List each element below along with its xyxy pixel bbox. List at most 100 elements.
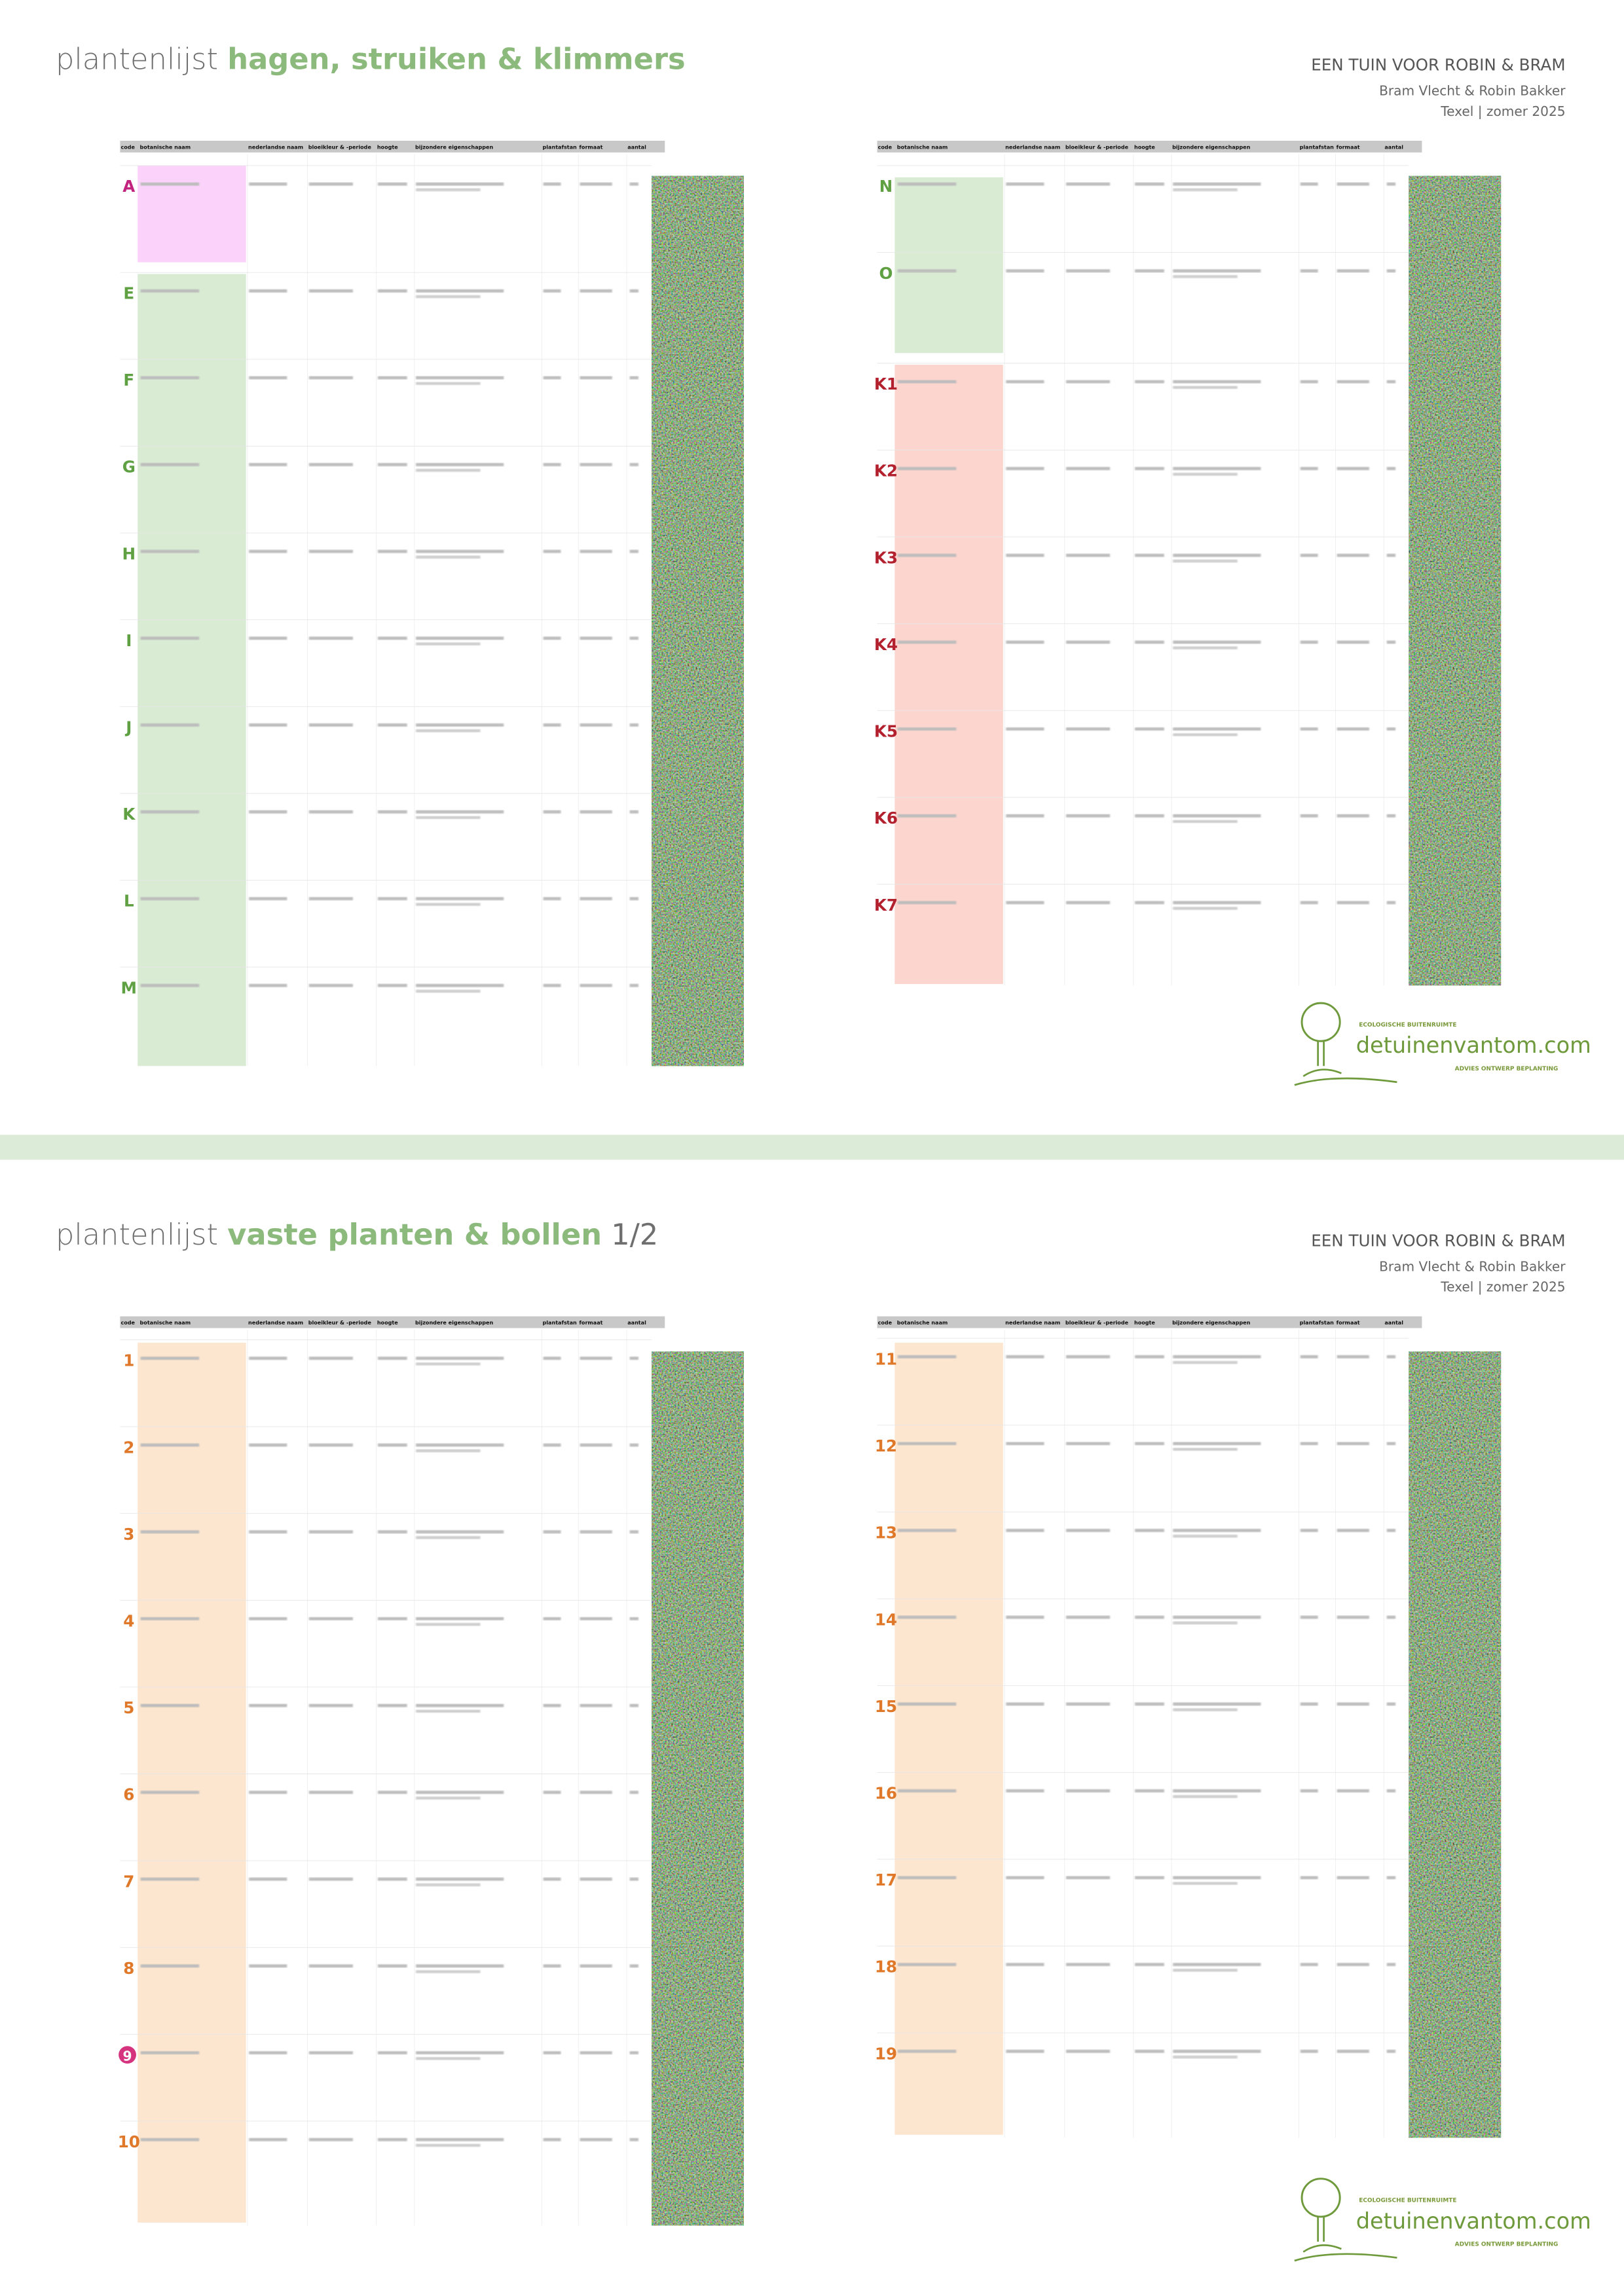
blurred-cell-text xyxy=(140,1530,200,1534)
blurred-cell-text xyxy=(543,1616,561,1620)
blurred-cell-text xyxy=(377,1791,407,1795)
blurred-cell-text xyxy=(1135,1529,1164,1533)
blurred-cell-text xyxy=(416,989,481,993)
blurred-cell-text xyxy=(1337,553,1369,557)
blurred-cell-text xyxy=(140,983,200,987)
blurred-cell-text xyxy=(140,810,200,814)
blurred-cell-text xyxy=(1065,1615,1111,1619)
blurred-cell-text xyxy=(249,2051,287,2054)
blurred-cell-text xyxy=(1337,1789,1369,1793)
blurred-cell-text xyxy=(1337,640,1369,644)
blurred-cell-text xyxy=(416,1616,504,1620)
plant-code: 18 xyxy=(875,1958,897,1977)
plant-code: 15 xyxy=(875,1697,897,1716)
blurred-cell-text xyxy=(1065,1355,1111,1358)
blurred-cell-text xyxy=(1337,1529,1369,1533)
plant-code: G xyxy=(122,458,136,477)
column-header: botanische naam xyxy=(897,144,948,150)
logo-name: detuinenvantom.com xyxy=(1356,1032,1591,1058)
header-line: Texel | zomer 2025 xyxy=(1440,103,1565,119)
blurred-cell-text xyxy=(1337,1442,1369,1446)
blurred-cell-text xyxy=(1300,1442,1318,1446)
blurred-cell-text xyxy=(377,810,407,814)
plant-code: 6 xyxy=(123,1785,134,1804)
blurred-cell-text xyxy=(1006,269,1044,273)
plant-code: 12 xyxy=(875,1436,897,1455)
blurred-cell-text xyxy=(1065,1529,1111,1533)
blurred-cell-text xyxy=(1006,814,1044,818)
blurred-cell-text xyxy=(249,182,287,186)
blurred-cell-text xyxy=(377,2138,407,2141)
blurred-cell-text xyxy=(377,1616,407,1620)
blurred-cell-text xyxy=(416,723,504,727)
plant-code: K5 xyxy=(874,722,898,741)
blurred-cell-text xyxy=(416,2056,481,2060)
column-header: aantal xyxy=(1384,1320,1403,1326)
blurred-cell-text xyxy=(1065,1789,1111,1793)
blurred-cell-text xyxy=(580,1704,612,1707)
table-header-bar xyxy=(877,1316,1422,1328)
blurred-cell-text xyxy=(1135,814,1164,818)
column-header: formaat xyxy=(579,144,602,150)
blurred-cell-text xyxy=(377,182,407,186)
blurred-cell-text xyxy=(140,182,200,186)
blurred-cell-text xyxy=(580,897,612,901)
blurred-cell-text xyxy=(543,1964,561,1968)
blurred-cell-text xyxy=(1006,901,1044,905)
blurred-cell-text xyxy=(1173,275,1238,278)
blurred-cell-text xyxy=(897,1442,957,1446)
plant-photo-strip xyxy=(652,1351,745,2226)
blurred-cell-text xyxy=(543,1791,561,1795)
blurred-cell-text xyxy=(249,897,287,901)
blurred-cell-text xyxy=(1006,1615,1044,1619)
blurred-cell-text xyxy=(1386,640,1396,644)
blurred-cell-text xyxy=(543,897,561,901)
group-block xyxy=(895,365,1003,985)
blurred-cell-text xyxy=(1173,1442,1261,1446)
blurred-cell-text xyxy=(308,1964,353,1968)
blurred-cell-text xyxy=(1173,473,1238,476)
blurred-cell-text xyxy=(1337,1702,1369,1706)
blurred-cell-text xyxy=(1065,640,1111,644)
blurred-cell-text xyxy=(416,2138,504,2141)
blurred-cell-text xyxy=(1337,1963,1369,1967)
blurred-cell-text xyxy=(416,903,481,906)
column-header: plantafstan xyxy=(1300,144,1335,150)
blurred-cell-text xyxy=(1300,640,1318,644)
plant-code: K2 xyxy=(874,462,898,481)
blurred-cell-text xyxy=(1173,820,1238,824)
logo: ECOLOGISCHE BUITENRUIMTE detuinenvantom.c… xyxy=(1294,2178,1591,2262)
logo-tree xyxy=(1301,1002,1341,1042)
blurred-cell-text xyxy=(249,1704,287,1707)
blurred-cell-text xyxy=(543,2138,561,2141)
plant-code: 19 xyxy=(875,2044,897,2063)
logo-subline: ADVIES ONTWERP BEPLANTING xyxy=(1455,1066,1559,1072)
blurred-cell-text xyxy=(1386,901,1396,905)
blurred-cell-text xyxy=(1173,1535,1238,1538)
column-header: plantafstan xyxy=(543,144,578,150)
page: plantenlijst vaste planten & bollen 1/2 E… xyxy=(56,1217,1591,2262)
blurred-cell-text xyxy=(580,1791,612,1795)
blurred-cell-text xyxy=(629,1530,639,1534)
blurred-cell-text xyxy=(629,182,639,186)
group-block xyxy=(895,177,1003,354)
blurred-cell-text xyxy=(1386,814,1396,818)
blurred-cell-text xyxy=(1337,467,1369,471)
blurred-cell-text xyxy=(580,1357,612,1360)
blurred-cell-text xyxy=(249,549,287,553)
blurred-cell-text xyxy=(1173,1876,1261,1880)
blurred-cell-text xyxy=(377,1877,407,1881)
blurred-cell-text xyxy=(897,182,957,186)
blurred-cell-text xyxy=(1006,1442,1044,1446)
column-header: bijzondere eigenschappen xyxy=(415,1320,494,1326)
blurred-cell-text xyxy=(629,549,639,553)
blurred-cell-text xyxy=(1386,1963,1396,1967)
blurred-cell-text xyxy=(1173,907,1238,910)
blurred-cell-text xyxy=(580,810,612,814)
blurred-cell-text xyxy=(1337,1615,1369,1619)
plant-code: H xyxy=(122,544,136,563)
blurred-cell-text xyxy=(416,182,504,186)
column-header: hoogte xyxy=(377,1320,398,1326)
blurred-cell-text xyxy=(377,463,407,467)
blurred-cell-text xyxy=(1135,467,1164,471)
